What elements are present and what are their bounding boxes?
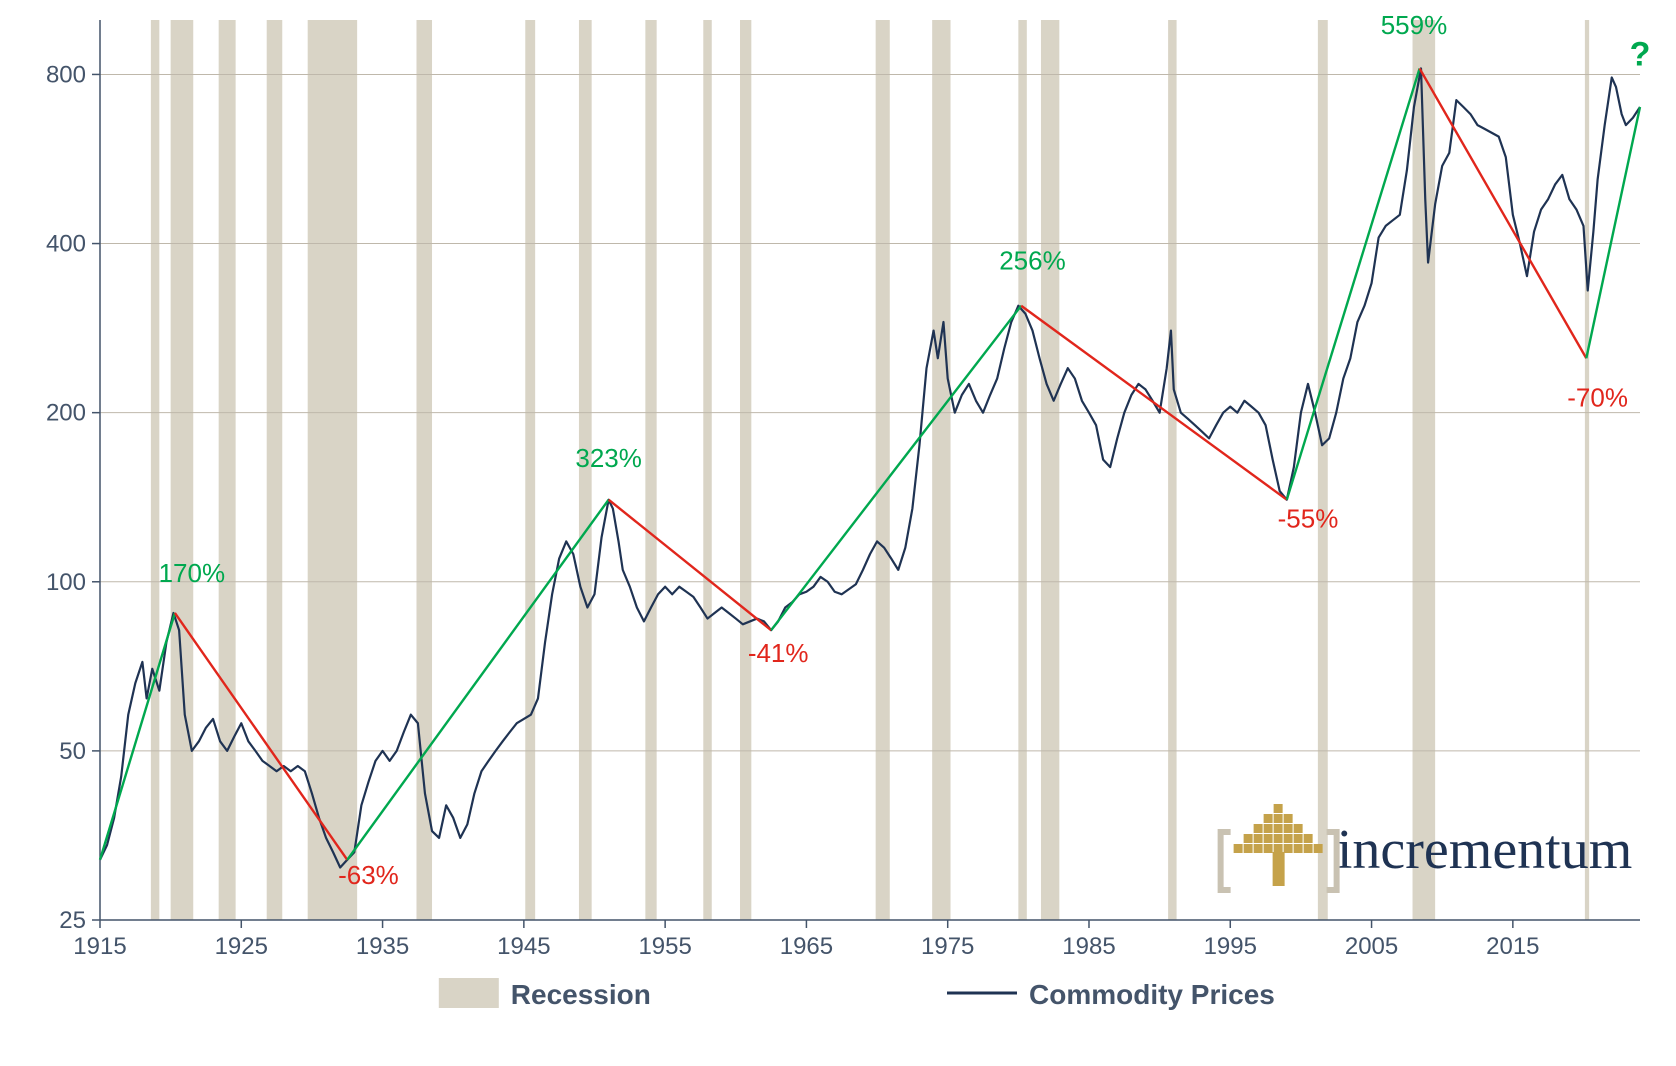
trend-segment bbox=[1420, 68, 1587, 358]
legend: Recession Commodity Prices bbox=[439, 978, 1275, 1010]
annotation-label: -41% bbox=[748, 638, 809, 668]
y-tick-label: 800 bbox=[46, 61, 86, 88]
trend-segment bbox=[100, 613, 175, 860]
trend-segment bbox=[347, 500, 608, 860]
x-tick-label: 1985 bbox=[1062, 933, 1115, 960]
x-tick-label: 1995 bbox=[1204, 933, 1257, 960]
annotation-label: ? bbox=[1630, 35, 1651, 73]
y-tick-label: 25 bbox=[59, 907, 86, 934]
annotation-label: 323% bbox=[575, 443, 642, 473]
y-tick-label: 400 bbox=[46, 231, 86, 258]
x-tick-label: 1935 bbox=[356, 933, 409, 960]
watermark-text: incrementum bbox=[1337, 819, 1632, 881]
annotation-label: -70% bbox=[1567, 383, 1628, 413]
x-tick-label: 2015 bbox=[1486, 933, 1539, 960]
annotation-label: -55% bbox=[1278, 503, 1339, 533]
x-tick-label: 1965 bbox=[780, 933, 833, 960]
x-tick-label: 1915 bbox=[73, 933, 126, 960]
x-tick-label: 2005 bbox=[1345, 933, 1398, 960]
trend-segment bbox=[1287, 68, 1420, 499]
legend-label: Commodity Prices bbox=[1029, 979, 1275, 1010]
x-tick-label: 1975 bbox=[921, 933, 974, 960]
commodity-prices-chart: 25 50 100 200 400 800 1915 1925 1935 1945 1955 1965… bbox=[0, 0, 1676, 1066]
x-tick-label: 1925 bbox=[215, 933, 268, 960]
annotation-label: 170% bbox=[159, 558, 226, 588]
x-tick-label: 1945 bbox=[497, 933, 550, 960]
annotation-label: -63% bbox=[338, 860, 399, 890]
y-tick-label: 100 bbox=[46, 569, 86, 596]
legend-label: Recession bbox=[511, 979, 651, 1010]
annotation-label: 256% bbox=[999, 245, 1066, 275]
y-tick-label: 50 bbox=[59, 738, 86, 765]
y-tick-label: 200 bbox=[46, 400, 86, 427]
annotation-label: 559% bbox=[1381, 10, 1448, 40]
x-tick-label: 1955 bbox=[638, 933, 691, 960]
